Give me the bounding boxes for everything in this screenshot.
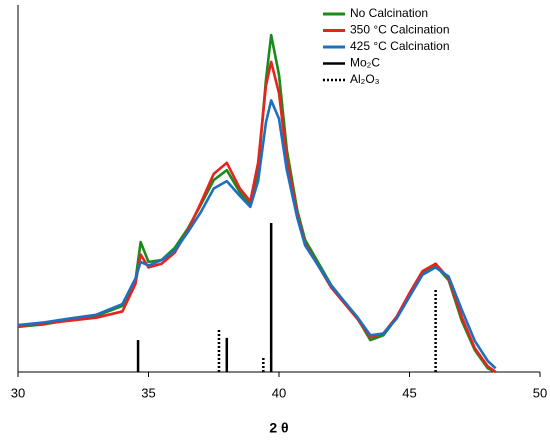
x-tick-label: 50: [533, 385, 547, 400]
legend-label: Mo₂C: [350, 56, 380, 70]
legend-label: 425 °C Calcination: [350, 39, 450, 53]
series-line: [17, 99, 497, 370]
x-tick-label: 35: [141, 385, 155, 400]
series-line: [17, 33, 497, 374]
legend-label: No Calcination: [350, 6, 428, 20]
legend-label: 350 °C Calcination: [350, 23, 450, 37]
x-tick-label: 40: [272, 385, 286, 400]
legend-label: Al₂O₃: [350, 72, 380, 86]
x-tick-label: 45: [402, 385, 416, 400]
x-tick-label: 30: [11, 385, 25, 400]
x-axis-label: 2 θ: [269, 420, 288, 436]
series-line: [17, 60, 497, 374]
